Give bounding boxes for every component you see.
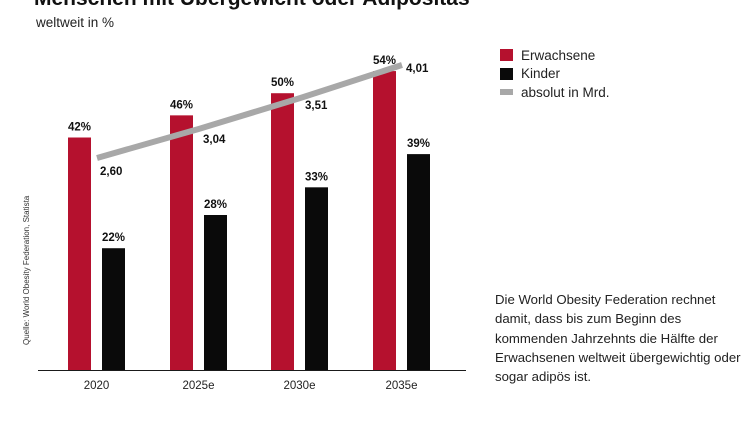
- bar-children-2035: [407, 154, 430, 370]
- legend-swatch-children: [500, 67, 513, 80]
- legend-swatch-absolute: [500, 89, 513, 96]
- bar-label-adults-2035: 54%: [373, 55, 396, 67]
- x-tick-label-2035: 2035e: [386, 380, 418, 392]
- x-tick-label-2020: 2020: [84, 380, 110, 392]
- legend-item-absolute: absolut in Mrd.: [500, 83, 610, 102]
- x-tick-label-2025: 2025e: [183, 380, 215, 392]
- x-tick-label-2030: 2030e: [284, 380, 316, 392]
- legend-label-children: Kinder: [521, 66, 561, 82]
- commentary-text: Die World Obesity Federation rechnet dam…: [495, 292, 741, 385]
- chart-subtitle: weltweit in %: [36, 15, 115, 30]
- bar-label-adults-2030: 50%: [271, 77, 294, 89]
- legend-label-absolute: absolut in Mrd.: [521, 84, 610, 100]
- line-label-2025: 3,04: [203, 134, 226, 146]
- bar-children-2025: [204, 215, 227, 370]
- legend-item-children: Kinder: [500, 65, 610, 84]
- bar-adults-2025: [170, 115, 193, 370]
- legend: Erwachsene Kinder absolut in Mrd.: [500, 46, 610, 102]
- bar-children-2030: [305, 187, 328, 370]
- line-label-2030: 3,51: [305, 100, 328, 112]
- line-series-absolute: [96, 62, 403, 161]
- bar-adults-2030: [271, 93, 294, 370]
- bar-adults-2020: [68, 137, 91, 370]
- bar-label-adults-2025: 46%: [170, 99, 193, 111]
- bar-label-children-2020: 22%: [102, 232, 125, 244]
- bar-label-children-2030: 33%: [305, 171, 328, 183]
- legend-label-adults: Erwachsene: [521, 47, 596, 63]
- bar-label-adults-2020: 42%: [68, 122, 91, 134]
- legend-item-adults: Erwachsene: [500, 46, 610, 65]
- legend-swatch-adults: [500, 49, 513, 62]
- bar-children-2020: [102, 248, 125, 370]
- bar-label-children-2025: 28%: [204, 199, 227, 211]
- line-label-2035: 4,01: [406, 63, 429, 75]
- chart-title: Menschen mit Übergewicht oder Adipositas: [34, 0, 470, 11]
- line-label-2020: 2,60: [100, 166, 122, 178]
- bar-label-children-2035: 39%: [407, 138, 430, 150]
- bar-adults-2035: [373, 71, 396, 371]
